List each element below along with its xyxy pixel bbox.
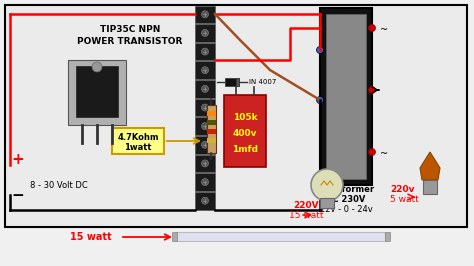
Polygon shape — [420, 152, 440, 180]
Circle shape — [201, 48, 209, 55]
Circle shape — [317, 47, 323, 53]
Bar — [207, 129, 216, 134]
Circle shape — [201, 30, 209, 36]
Bar — [195, 43, 215, 60]
Circle shape — [311, 169, 343, 201]
Bar — [112, 128, 164, 154]
Text: 220v: 220v — [390, 185, 414, 194]
Text: 105k: 105k — [233, 113, 257, 122]
Bar — [195, 99, 215, 116]
Circle shape — [201, 160, 209, 167]
Text: 5 watt: 5 watt — [390, 195, 419, 204]
Text: 1watt: 1watt — [124, 143, 152, 152]
Bar — [195, 6, 215, 23]
Text: IN 4007: IN 4007 — [249, 79, 276, 85]
Circle shape — [92, 62, 102, 72]
Bar — [225, 78, 239, 86]
Text: 15 watt: 15 watt — [70, 232, 111, 242]
Text: 220V: 220V — [293, 201, 319, 210]
Bar — [76, 66, 118, 117]
Bar — [207, 138, 216, 143]
Circle shape — [201, 141, 209, 148]
Bar — [423, 180, 437, 194]
Bar — [172, 231, 177, 240]
Text: AC 230V: AC 230V — [326, 194, 365, 203]
Circle shape — [368, 148, 375, 156]
Circle shape — [201, 85, 209, 92]
Text: 12v - 0 - 24v: 12v - 0 - 24v — [319, 205, 373, 214]
Bar — [236, 78, 239, 86]
Text: Transformer: Transformer — [317, 185, 375, 193]
Bar — [175, 231, 385, 240]
Circle shape — [201, 104, 209, 111]
Text: 15 watt: 15 watt — [289, 211, 323, 220]
Bar — [207, 120, 216, 125]
Text: 1mfd: 1mfd — [232, 144, 258, 153]
Bar — [195, 61, 215, 79]
Text: 400v: 400v — [233, 128, 257, 138]
Bar — [195, 24, 215, 42]
Circle shape — [201, 197, 209, 204]
Circle shape — [317, 97, 323, 103]
Bar — [5, 5, 467, 227]
Bar — [195, 117, 215, 135]
Bar — [195, 192, 215, 210]
Bar — [224, 95, 266, 167]
Circle shape — [368, 24, 375, 31]
Circle shape — [201, 67, 209, 74]
Bar — [320, 8, 372, 185]
Circle shape — [201, 11, 209, 18]
Text: 4.7Kohm: 4.7Kohm — [117, 132, 159, 142]
Bar — [207, 105, 216, 153]
Circle shape — [201, 123, 209, 130]
Text: ~: ~ — [380, 149, 388, 159]
Text: −: − — [12, 188, 24, 202]
Bar — [326, 14, 366, 179]
Text: ~: ~ — [380, 25, 388, 35]
Bar — [68, 60, 126, 125]
Bar — [195, 136, 215, 153]
Text: +: + — [12, 152, 24, 168]
Bar — [195, 80, 215, 98]
Bar — [195, 173, 215, 191]
Circle shape — [368, 86, 375, 94]
Text: TIP35C NPN: TIP35C NPN — [100, 26, 160, 35]
Bar — [207, 111, 216, 116]
Bar — [195, 155, 215, 172]
Bar — [320, 198, 334, 208]
Text: 8 - 30 Volt DC: 8 - 30 Volt DC — [30, 181, 88, 189]
Text: POWER TRANSISTOR: POWER TRANSISTOR — [77, 38, 182, 47]
Bar — [385, 231, 390, 240]
Circle shape — [201, 178, 209, 186]
